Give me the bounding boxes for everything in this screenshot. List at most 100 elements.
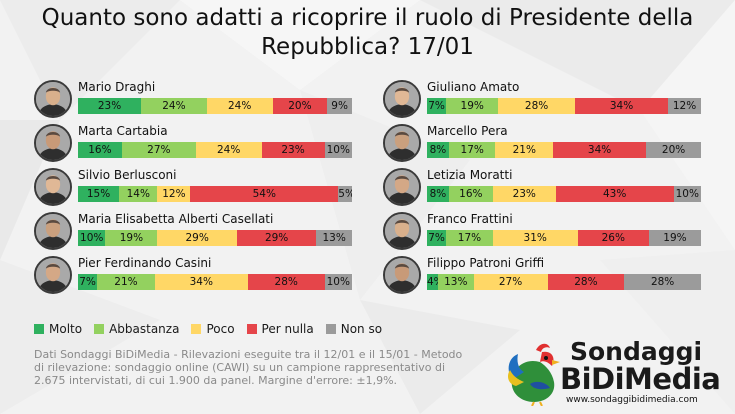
portrait-icon [36,214,70,248]
seg-molto: 7% [78,274,98,290]
seg-abbastanza: 16% [448,186,493,202]
portrait-icon [36,170,70,204]
person-name: Marcello Pera [427,124,508,138]
legend-label: Molto [49,322,83,336]
stacked-bar: 15%14%12%54%5% [78,186,352,202]
stacked-bar: 4%13%27%28%28% [427,274,701,290]
stacked-bar: 23% 24% 24% 20% 9% [78,98,352,114]
page-title: Quanto sono adatti a ricoprire il ruolo … [0,4,735,62]
stacked-bar: 10% 19% 29% 29% 13% [78,230,352,246]
logo-line-2: BiDiMedia [560,362,721,396]
portrait-icon [385,258,419,292]
seg-per-nulla: 34% [553,142,647,158]
seg-abbastanza: 17% [446,230,493,246]
seg-non-so: 10% [673,186,701,202]
legend: Molto Abbastanza Poco Per nulla Non so [34,322,394,336]
legend-item-non-so: Non so [325,322,383,336]
seg-poco: 34% [154,274,248,290]
logo-line-1: Sondaggi [570,337,703,366]
legend-item-poco: Poco [191,322,235,336]
avatar [34,80,72,118]
stacked-bar: 7% 19% 28% 34% 12% [427,98,701,114]
seg-poco: 23% [492,186,556,202]
person-name: Maria Elisabetta Alberti Casellati [78,212,274,226]
seg-molto: 8% [427,142,449,158]
seg-abbastanza: 19% [446,98,499,114]
stacked-bar: 8% 17% 21% 34% 20% [427,142,701,158]
portrait-icon [36,258,70,292]
person-name: Franco Frattini [427,212,513,226]
person-name: Giuliano Amato [427,80,520,94]
seg-poco: 28% [498,98,575,114]
seg-non-so: 5% [338,186,352,202]
portrait-icon [385,170,419,204]
seg-abbastanza: 27% [121,142,196,158]
legend-label: Abbastanza [109,322,180,336]
person-row: Marcello Pera 8% 17% 21% 34% 20% [383,124,713,166]
stacked-bar: 7% 17% 31% 26% 19% [427,230,701,246]
avatar [34,256,72,294]
stacked-bar: 16% 27% 24% 23% 10% [78,142,352,158]
person-row: Marta Cartabia 16% 27% 24% 23% 10% [34,124,364,166]
legend-item-molto: Molto [34,322,82,336]
seg-non-so: 9% [327,98,352,114]
seg-poco: 24% [195,142,262,158]
seg-abbastanza: 17% [448,142,496,158]
bidimedia-logo: Sondaggi BiDiMedia www.sondaggibidimedia… [506,338,731,408]
person-name: Filippo Patroni Griffi [427,256,545,270]
logo-url: www.sondaggibidimedia.com [566,395,698,405]
seg-non-so: 10% [324,274,352,290]
person-name: Letizia Moratti [427,168,513,182]
seg-molto: 23% [78,98,142,114]
avatar [383,256,421,294]
legend-item-per-nulla: Per nulla [246,322,314,336]
legend-label: Non so [340,322,383,336]
person-row: Letizia Moratti 8% 16% 23% 43% 10% [383,168,713,210]
seg-per-nulla: 54% [190,186,339,202]
legend-label: Poco [206,322,235,336]
seg-abbastanza: 14% [119,186,158,202]
portrait-icon [36,82,70,116]
seg-poco: 29% [157,230,237,246]
seg-molto: 15% [78,186,120,202]
avatar [383,80,421,118]
stacked-bar: 7% 21% 34% 28% 10% [78,274,352,290]
avatar [34,124,72,162]
avatar [383,124,421,162]
seg-abbastanza: 24% [141,98,207,114]
title-line-2: Repubblica? 17/01 [261,34,474,60]
seg-per-nulla: 29% [236,230,317,246]
seg-non-so: 12% [668,98,701,114]
seg-molto: 4% [427,274,438,290]
legend-swatch [246,324,257,334]
seg-per-nulla: 26% [577,230,649,246]
person-name: Mario Draghi [78,80,156,94]
person-row: Filippo Patroni Griffi 4%13%27%28%28% [383,256,713,298]
seg-non-so: 20% [646,142,701,158]
seg-abbastanza: 13% [437,274,474,290]
avatar [34,168,72,206]
legend-item-abbastanza: Abbastanza [94,322,179,336]
stacked-bar: 8% 16% 23% 43% 10% [427,186,701,202]
seg-per-nulla: 43% [555,186,674,202]
seg-abbastanza: 19% [105,230,158,246]
rooster-icon [508,343,560,406]
avatar [383,212,421,250]
portrait-icon [385,126,419,160]
person-row: Maria Elisabetta Alberti Casellati 10% 19%… [34,212,364,254]
seg-poco: 27% [473,274,548,290]
portrait-icon [36,126,70,160]
avatar [34,212,72,250]
seg-molto: 8% [427,186,449,202]
seg-poco: 31% [492,230,578,246]
seg-molto: 7% [427,98,447,114]
seg-non-so: 19% [648,230,701,246]
person-row: Franco Frattini 7% 17% 31% 26% 19% [383,212,713,254]
methodology-note: Dati Sondaggi BiDiMedia - Rilevazioni es… [34,348,463,388]
seg-molto: 16% [78,142,122,158]
seg-per-nulla: 34% [574,98,669,114]
person-name: Pier Ferdinando Casini [78,256,212,270]
seg-per-nulla: 28% [247,274,325,290]
legend-label: Per nulla [261,322,314,336]
person-row: Pier Ferdinando Casini 7% 21% 34% 28% 10% [34,256,364,298]
